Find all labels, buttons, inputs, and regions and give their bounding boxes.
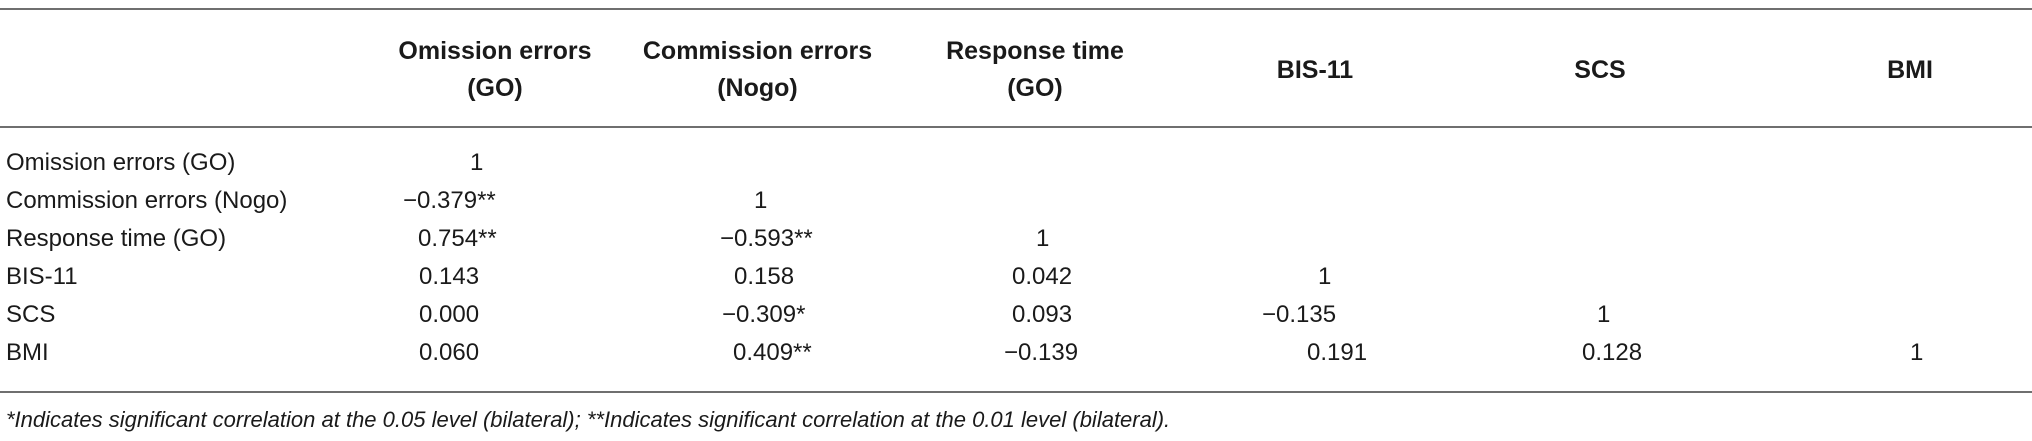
table-cell: 0.042 xyxy=(1012,263,1073,290)
row-label: Omission errors (GO) xyxy=(6,149,236,176)
table-cell: 0.754** xyxy=(418,225,497,252)
row-label: SCS xyxy=(6,301,56,328)
column-header-scs: SCS xyxy=(1515,30,1685,110)
table-cell: 1 xyxy=(1318,263,1332,290)
column-header-line: Omission errors xyxy=(398,37,592,65)
table-cell: 0.143 xyxy=(419,263,480,290)
column-header-omission-errors: Omission errors (GO) xyxy=(370,30,620,110)
table-cell: −0.593** xyxy=(720,225,813,252)
table-row: Response time (GO) 0.754** −0.593** 1 xyxy=(0,220,2032,258)
table-cell: 1 xyxy=(470,149,484,176)
table-cell: −0.379** xyxy=(403,187,496,214)
table-header-rule xyxy=(0,126,2032,128)
table-cell: 1 xyxy=(1910,339,1924,366)
table-row: BMI 0.060 0.409** −0.139 0.191 0.128 1 xyxy=(0,334,2032,372)
table-row: Omission errors (GO) 1 xyxy=(0,144,2032,182)
column-header-line: Response time xyxy=(946,37,1124,65)
column-header-line: BIS-11 xyxy=(1276,55,1354,84)
table-bottom-rule xyxy=(0,391,2032,393)
column-header-line: (Nogo) xyxy=(717,74,798,102)
column-header-bmi: BMI xyxy=(1830,30,1990,110)
table-cell: 0.128 xyxy=(1582,339,1643,366)
table-cell: 0.158 xyxy=(734,263,795,290)
table-cell: 1 xyxy=(1597,301,1611,328)
table-cell: 1 xyxy=(1036,225,1050,252)
table-row: SCS 0.000 −0.309* 0.093 −0.135 1 xyxy=(0,296,2032,334)
table-cell: −0.135 xyxy=(1262,301,1337,328)
column-header-line: Commission errors xyxy=(642,37,873,65)
row-label: BMI xyxy=(6,339,49,366)
column-header-line: BMI xyxy=(1887,55,1933,84)
column-header-line: (GO) xyxy=(1007,74,1063,102)
table-cell: −0.139 xyxy=(1004,339,1079,366)
row-label: Commission errors (Nogo) xyxy=(6,187,288,214)
table-cell: 0.191 xyxy=(1307,339,1368,366)
table-cell: −0.309* xyxy=(722,301,806,328)
column-header-commission-errors: Commission errors (Nogo) xyxy=(625,30,890,110)
row-label: BIS-11 xyxy=(6,263,78,290)
table-cell: 0.000 xyxy=(419,301,480,328)
table-cell: 0.409** xyxy=(733,339,812,366)
row-label: Response time (GO) xyxy=(6,225,227,252)
table-row: Commission errors (Nogo) −0.379** 1 xyxy=(0,182,2032,220)
table-top-rule xyxy=(0,8,2032,10)
column-header-line: (GO) xyxy=(467,74,523,102)
column-header-line: SCS xyxy=(1574,55,1626,84)
table-cell: 1 xyxy=(754,187,768,214)
table-cell: 0.093 xyxy=(1012,301,1073,328)
column-header-response-time: Response time (GO) xyxy=(920,30,1150,110)
table-footnote: *Indicates significant correlation at th… xyxy=(6,407,1171,432)
table-cell: 0.060 xyxy=(419,339,480,366)
column-header-bis-11: BIS-11 xyxy=(1230,30,1400,110)
table-row: BIS-11 0.143 0.158 0.042 1 xyxy=(0,258,2032,296)
